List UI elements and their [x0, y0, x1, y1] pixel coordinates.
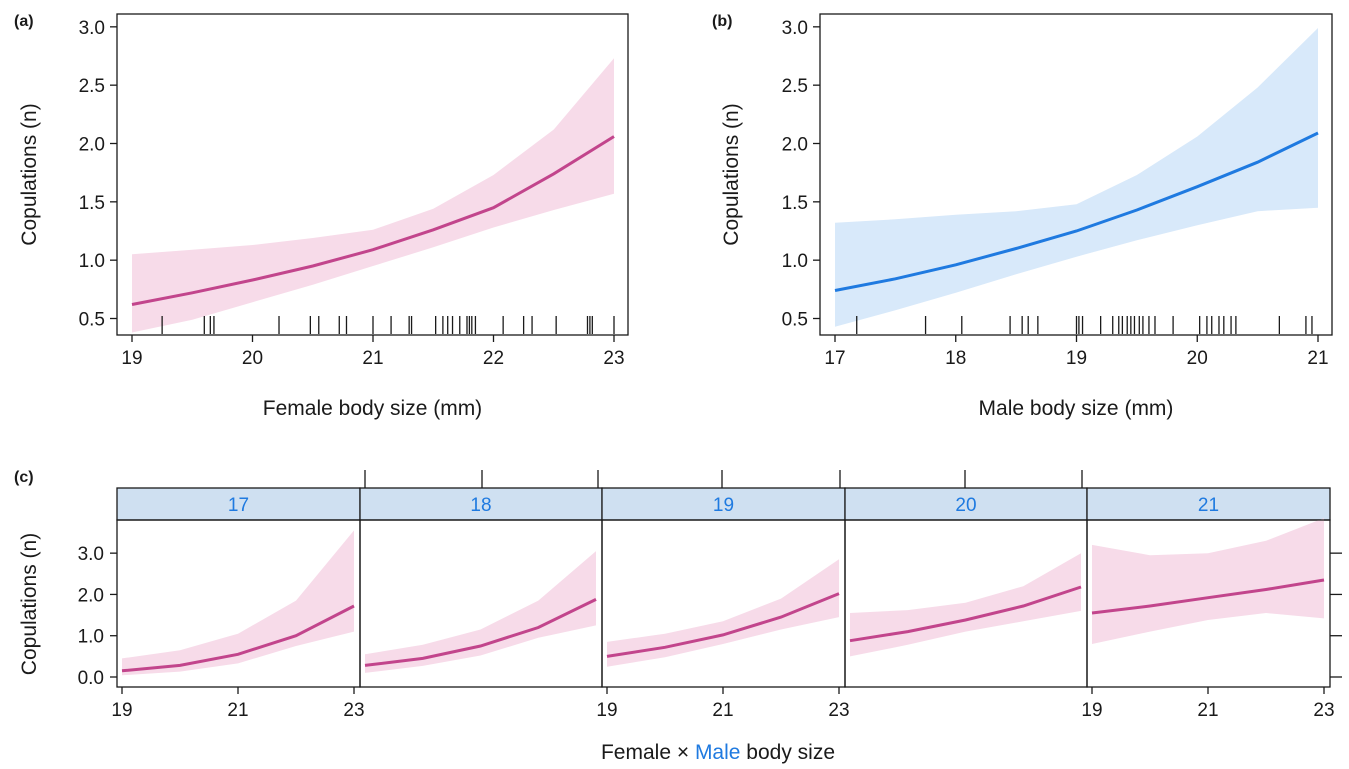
panel-c-strip-label: 20 [955, 495, 976, 516]
panel-a-ytick-label: 1.5 [79, 193, 105, 214]
panel-a-ytick-label: 1.0 [79, 251, 105, 272]
panel-b-ytick-label: 2.0 [782, 135, 808, 156]
panel-c-fit-line [849, 585, 1082, 643]
panel-c-ytick-label: 0.0 [78, 668, 104, 689]
panel-a-fit-line [131, 135, 615, 306]
panel-c-strip-label: 19 [713, 495, 734, 516]
panel-b-ylabel: Copulations (n) [720, 103, 743, 245]
panel-b-ytick-label: 1.5 [782, 193, 808, 214]
panel-c-ylabel: Copulations (n) [18, 533, 41, 675]
panel-c-xtick-label: 21 [227, 700, 248, 721]
panel-c-strip [601, 487, 846, 521]
panel-c-xtick-label: 19 [111, 700, 132, 721]
panel-a-xtick-label: 19 [121, 348, 142, 369]
panel-b-xtick-label: 20 [1187, 348, 1208, 369]
panel-b-xtick-label: 18 [945, 348, 966, 369]
panel-c-strip [844, 487, 1088, 521]
panel-a-xtick-label: 23 [603, 348, 624, 369]
panel-c-xtick-label: 21 [712, 700, 733, 721]
panel-c-ci-band [850, 553, 1081, 657]
panel-c-xtick-label: 21 [1197, 700, 1218, 721]
panel-b-fit-line [834, 131, 1319, 292]
panel-c-strip-label: 18 [470, 495, 491, 516]
panel-c-fit-line [606, 592, 840, 658]
panel-c-xtick-label: 23 [1313, 700, 1334, 721]
panel-b-ytick-label: 3.0 [782, 18, 808, 39]
panel-b-ytick-label: 0.5 [782, 310, 808, 331]
panel-b-ci-band [835, 28, 1318, 327]
panel-b-xtick-label: 17 [824, 348, 845, 369]
panel-c-xtick-label: 19 [596, 700, 617, 721]
panel-c-ytick-label: 1.0 [78, 627, 104, 648]
panel-b-xtick-label: 19 [1066, 348, 1087, 369]
panel-c-xlabel-female: Female × [601, 741, 695, 764]
panel-a-ytick-label: 2.0 [79, 135, 105, 156]
panel-c-fit-line [121, 604, 355, 673]
panel-c-ci-band [365, 551, 596, 673]
panel-c-xtick-label: 23 [828, 700, 849, 721]
panel-c-xlabel-rest: body size [740, 741, 835, 764]
panel-b-ytick-label: 2.5 [782, 76, 808, 97]
panel-a-ytick-label: 3.0 [79, 18, 105, 39]
panel-a-xtick-label: 20 [242, 348, 263, 369]
panel-a-panel-tag: (a) [14, 13, 34, 30]
panel-a-ytick-label: 0.5 [79, 310, 105, 331]
panel-c-ci-band [1092, 518, 1324, 644]
panel-b-xlabel: Male body size (mm) [979, 397, 1174, 420]
panel-c-fit-line [1091, 578, 1325, 615]
panel-b-panel-tag: (b) [712, 13, 732, 30]
panel-a-xtick-label: 22 [483, 348, 504, 369]
panel-a-xtick-label: 21 [362, 348, 383, 369]
panel-a-ci-band [132, 58, 614, 333]
panel-c-panel-tag: (c) [14, 469, 34, 486]
panel-c-strip-label: 17 [228, 495, 249, 516]
panel-a-xlabel: Female body size (mm) [263, 397, 482, 420]
panel-b-ytick-label: 1.0 [782, 251, 808, 272]
panel-c-strip [1086, 487, 1331, 521]
panel-c-strip-label: 21 [1198, 495, 1219, 516]
panel-c-xtick-label: 23 [343, 700, 364, 721]
panel-c-ci-band [607, 559, 839, 667]
panel-c-ci-band [122, 530, 354, 676]
panel-a-ytick-label: 2.5 [79, 76, 105, 97]
panel-c-xlabel-male: Male [695, 741, 741, 764]
panel-a-ylabel: Copulations (n) [18, 103, 41, 245]
panel-c-ytick-label: 2.0 [78, 585, 104, 606]
panel-c-strip [116, 487, 361, 521]
panel-c-xtick-label: 19 [1081, 700, 1102, 721]
panel-c-fit-line [364, 598, 597, 667]
panel-b-xtick-label: 21 [1307, 348, 1328, 369]
panel-c-ytick-label: 3.0 [78, 544, 104, 565]
panel-c-xlabel: Female × Male body size [601, 741, 835, 764]
